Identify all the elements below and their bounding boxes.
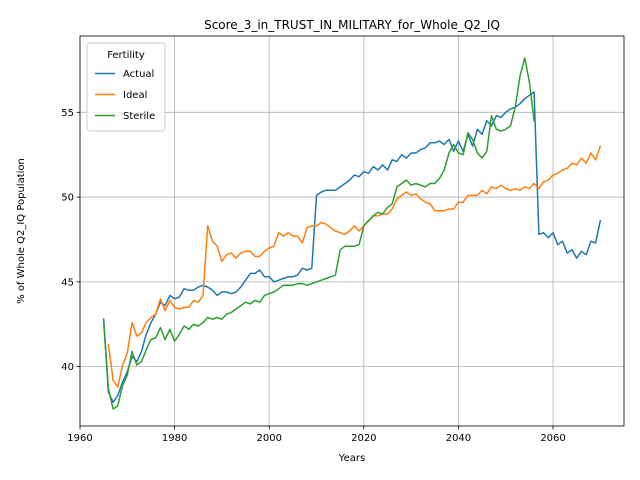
series-line-ideal (107, 145, 602, 388)
ticks: 1960 1980 2000 2020 2040 2060 40 45 50 55 (61, 108, 566, 444)
x-tick-label: 1960 (67, 433, 92, 444)
x-tick-label: 2060 (540, 433, 565, 444)
x-tick-label: 2040 (446, 433, 471, 444)
legend-box (86, 42, 166, 132)
series-layer (102, 57, 602, 410)
x-tick-label: 2000 (256, 433, 281, 444)
legend-label-sterile: Sterile (123, 111, 155, 122)
x-tick-label: 1980 (162, 433, 187, 444)
legend-label-ideal: Ideal (123, 90, 147, 101)
chart-title: Score_3_in_TRUST_IN_MILITARY_for_Whole_Q… (204, 18, 500, 32)
legend: Fertility Actual Ideal Sterile (86, 42, 166, 132)
series-line-actual (102, 91, 602, 404)
plot-frame (79, 35, 625, 427)
y-tick-label: 50 (61, 193, 74, 204)
y-axis-title: % of Whole Q2_IQ Population (16, 158, 27, 304)
x-tick-label: 2020 (351, 433, 376, 444)
x-axis-title: Years (338, 453, 365, 464)
legend-title: Fertility (107, 50, 145, 61)
series-line-sterile (102, 57, 535, 410)
y-tick-label: 55 (61, 108, 74, 119)
y-tick-label: 40 (61, 362, 74, 373)
y-tick-label: 45 (61, 277, 74, 288)
legend-label-actual: Actual (123, 69, 154, 80)
